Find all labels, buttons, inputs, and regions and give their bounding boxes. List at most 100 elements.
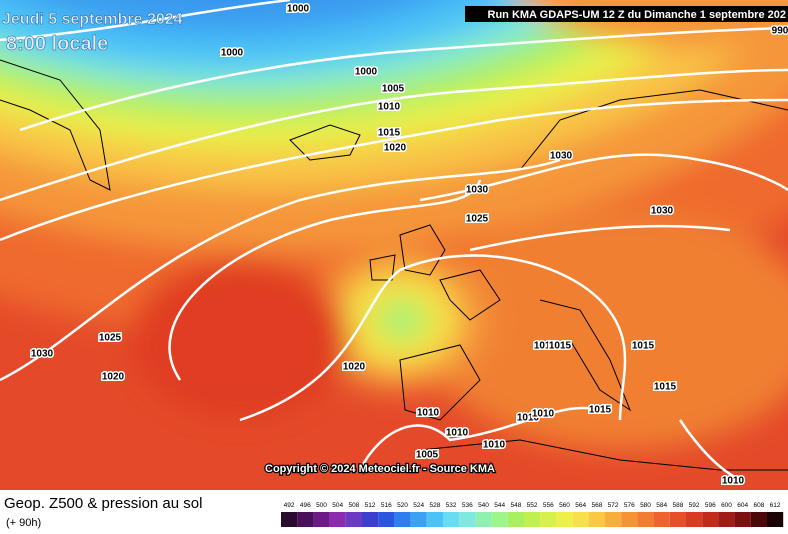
scale-swatch (426, 512, 443, 527)
scale-label: 544 (494, 502, 505, 509)
scale-label: 504 (332, 502, 343, 509)
scale-swatch (362, 512, 379, 527)
isobar-labels: 1000 1000 1000 1005 1010 1015 1020 1030 1030 1030… (29, 2, 788, 488)
isobar-label: 990 (772, 26, 788, 37)
scale-label: 596 (705, 502, 716, 509)
isobar-label: 1030 (550, 151, 573, 162)
scale-swatch (653, 512, 670, 527)
isobar-label: 1010 (722, 476, 745, 487)
scale-swatch (394, 512, 411, 527)
scale-label: 580 (640, 502, 651, 509)
scale-label: 612 (770, 502, 781, 509)
scale-swatch (410, 512, 427, 527)
scale-swatch (669, 512, 686, 527)
isobar-label: 1005 (416, 450, 439, 461)
isobar-label: 1015 (654, 382, 677, 393)
scale-swatch (588, 512, 605, 527)
scale-label: 548 (510, 502, 521, 509)
scale-label: 564 (575, 502, 586, 509)
isobar-label: 1010 (378, 102, 401, 113)
footer-lead: (+ 90h) (6, 517, 41, 529)
scale-swatch (281, 512, 298, 527)
time: 8:00 locale (6, 33, 108, 55)
scale-label: 540 (478, 502, 489, 509)
isobar-label: 1020 (102, 372, 125, 383)
scale-swatch (572, 512, 589, 527)
isobar-label: 1000 (287, 4, 310, 15)
isobar-label: 1015 (589, 405, 612, 416)
scale-swatch (524, 512, 541, 527)
isobar-label: 1000 (355, 67, 378, 78)
scale-label: 572 (608, 502, 619, 509)
scale-swatch (702, 512, 719, 527)
scale-label: 496 (300, 502, 311, 509)
scale-label: 584 (656, 502, 667, 509)
scale-swatch (443, 512, 460, 527)
isobar-label: 1030 (651, 206, 674, 217)
scale-label: 528 (429, 502, 440, 509)
scale-swatch (475, 512, 492, 527)
date: Jeudi 5 septembre 2024 (2, 11, 183, 28)
scale-label: 608 (753, 502, 764, 509)
isobar-label: 1010 (417, 408, 440, 419)
footer-title: Geop. Z500 & pression au sol (4, 495, 202, 512)
scale-label: 512 (365, 502, 376, 509)
scale-swatch (734, 512, 751, 527)
scale-label: 532 (446, 502, 457, 509)
isobar-label: 1030 (31, 349, 54, 360)
isobar-label: 1005 (382, 84, 405, 95)
scale-label: 588 (672, 502, 683, 509)
isobar-label: 1015 (632, 341, 655, 352)
isobar-label: 1010 (532, 409, 555, 420)
isobars (0, 0, 788, 482)
scale-swatch (718, 512, 735, 527)
isobar-label: 1020 (384, 143, 407, 154)
scale-label: 492 (284, 502, 295, 509)
isobar-label: 1015 (534, 341, 557, 352)
scale-label: 604 (737, 502, 748, 509)
scale-label: 552 (527, 502, 538, 509)
scale-label: 508 (348, 502, 359, 509)
scale-label: 568 (591, 502, 602, 509)
scale-swatch (297, 512, 314, 527)
field (0, 0, 788, 490)
run-banner (465, 6, 788, 22)
scale-label: 536 (462, 502, 473, 509)
scale-swatch (507, 512, 524, 527)
scale-swatch (459, 512, 476, 527)
scale-label: 524 (413, 502, 424, 509)
scale-label: 520 (397, 502, 408, 509)
scale-swatch (686, 512, 703, 527)
isobar-label: 1010 (517, 413, 540, 424)
scale-label: 592 (689, 502, 700, 509)
copyright: Copyright © 2024 Meteociel.fr - Source K… (265, 463, 495, 475)
scale-swatch (540, 512, 557, 527)
isobar-label: 1015 (549, 341, 572, 352)
scale-swatch (605, 512, 622, 527)
isobar-label: 1020 (343, 362, 366, 373)
scale-swatch (345, 512, 362, 527)
isobar-label: 1030 (466, 185, 489, 196)
run-info: Run KMA GDAPS-UM 12 Z du Dimanche 1 sept… (488, 9, 787, 21)
scale-swatch (637, 512, 654, 527)
isobar-label: 1000 (221, 48, 244, 59)
scale-swatch (556, 512, 573, 527)
scale-swatch (491, 512, 508, 527)
color-scale: 492 496 500 504 508 512 516 520 524 528 532 536 540 5… (281, 502, 784, 527)
scale-swatch (378, 512, 395, 527)
scale-swatch (313, 512, 330, 527)
scale-swatch (750, 512, 767, 527)
scale-label: 516 (381, 502, 392, 509)
isobar-label: 1025 (466, 214, 489, 225)
scale-label: 576 (624, 502, 635, 509)
scale-label: 500 (316, 502, 327, 509)
isobar-label: 1010 (446, 428, 469, 439)
isobar-label: 1015 (378, 128, 401, 139)
scale-label: 560 (559, 502, 570, 509)
isobar-label: 1010 (483, 440, 506, 451)
isobar-label: 1025 (99, 333, 122, 344)
scale-label: 556 (543, 502, 554, 509)
scale-swatch (329, 512, 346, 527)
scale-swatch (621, 512, 638, 527)
